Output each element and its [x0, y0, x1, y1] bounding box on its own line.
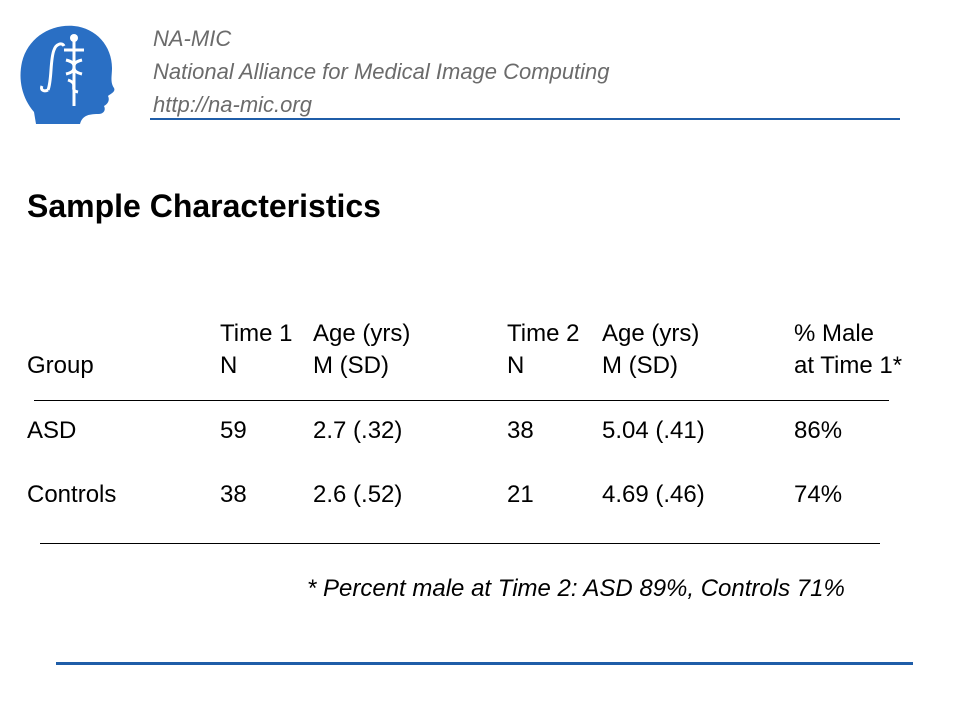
row-asd-age1: 2.7 (.32) [313, 417, 403, 444]
caduceus-icon [64, 40, 84, 106]
header-msd1: M (SD) [313, 352, 389, 379]
header-time2: Time 2 [507, 320, 580, 347]
header-time1: Time 1 [220, 320, 293, 347]
organization-header: NA-MIC National Alliance for Medical Ima… [153, 22, 610, 121]
header-group: Group [27, 352, 94, 379]
header-pct-male: % Male [794, 320, 875, 347]
row-asd-n2: 38 [507, 417, 534, 444]
header-age1: Age (yrs) [313, 320, 411, 347]
org-full-name: National Alliance for Medical Image Comp… [153, 59, 610, 84]
org-name: NA-MIC [153, 26, 232, 51]
integral-icon [40, 42, 66, 93]
row-controls-n1: 38 [220, 481, 247, 508]
na-mic-logo [20, 25, 115, 124]
row-asd-pct-male: 86% [794, 417, 843, 444]
table-bottom-rule [40, 543, 880, 544]
org-url[interactable]: http://na-mic.org [153, 92, 312, 117]
header-divider [150, 118, 900, 120]
header-n2: N [507, 352, 525, 379]
header-n1: N [220, 352, 238, 379]
row-controls-pct-male: 74% [794, 481, 843, 508]
row-asd-n1: 59 [220, 417, 247, 444]
row-controls-group: Controls [27, 481, 117, 508]
header-age2: Age (yrs) [602, 320, 700, 347]
row-controls-age1: 2.6 (.52) [313, 481, 403, 508]
table-header-rule [34, 400, 889, 401]
table-footnote: * Percent male at Time 2: ASD 89%, Contr… [307, 575, 845, 602]
row-asd-group: ASD [27, 417, 77, 444]
slide-title: Sample Characteristics [27, 188, 381, 224]
row-asd-age2: 5.04 (.41) [602, 417, 705, 444]
row-controls-age2: 4.69 (.46) [602, 481, 705, 508]
row-controls-n2: 21 [507, 481, 534, 508]
footer-divider [56, 662, 913, 665]
header-at-time1: at Time 1* [794, 352, 903, 379]
header-msd2: M (SD) [602, 352, 678, 379]
